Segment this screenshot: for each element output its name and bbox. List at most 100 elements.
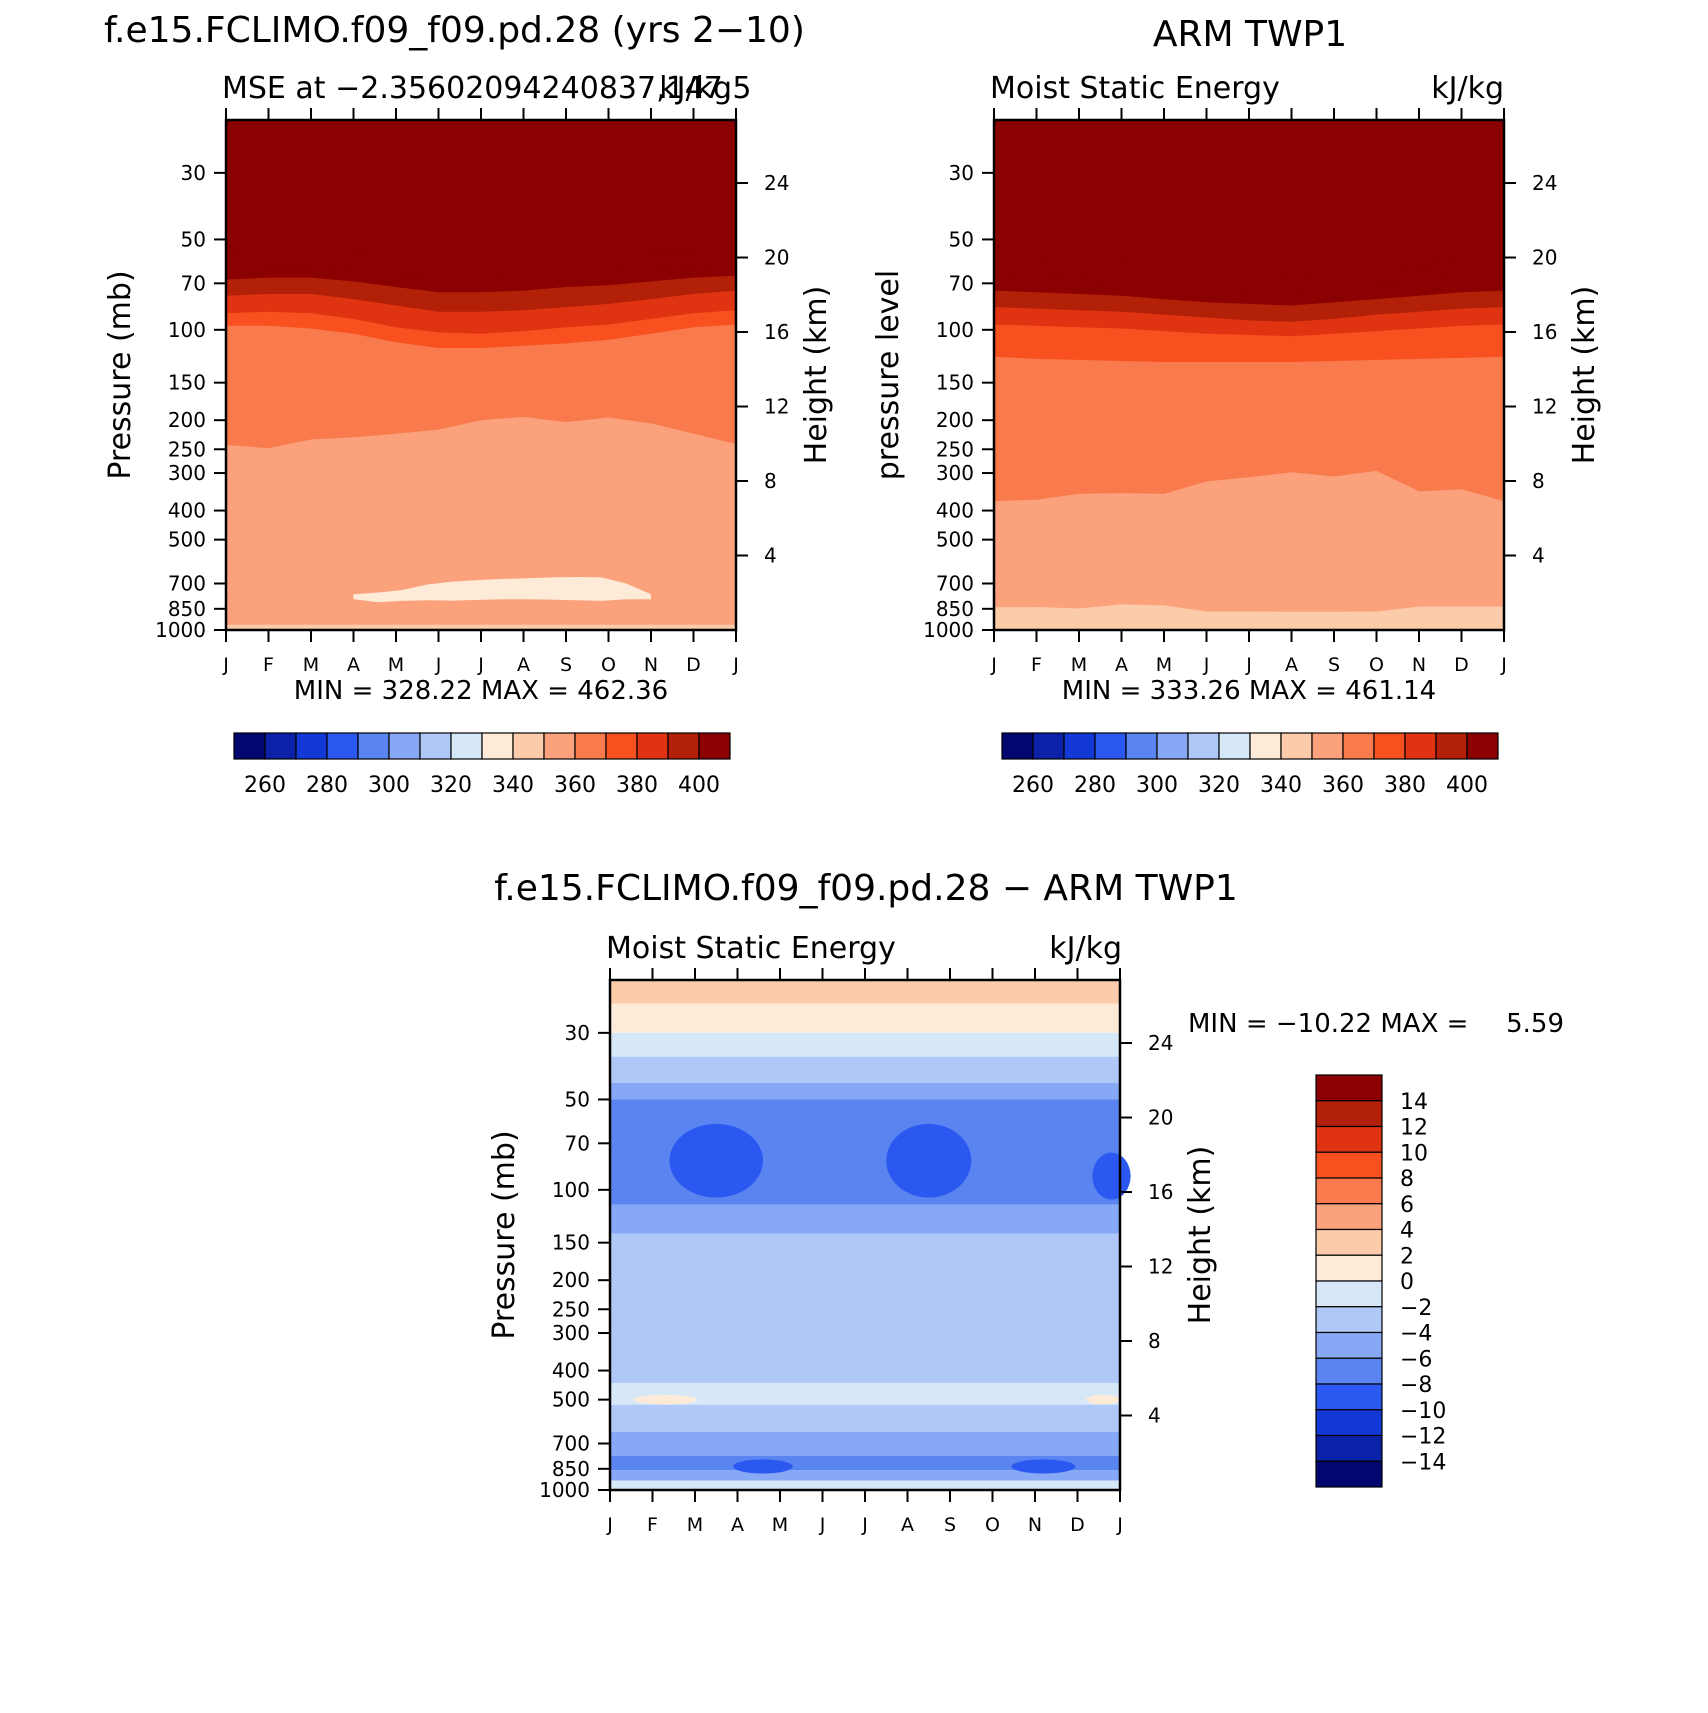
colorbar-swatch xyxy=(357,732,390,760)
month-tick-label: O xyxy=(601,654,616,676)
month-tick-label: J xyxy=(222,654,229,676)
pressure-tick-label: 300 xyxy=(168,461,206,485)
colorbar-swatch xyxy=(543,732,576,760)
panel-model-units: kJ/kg xyxy=(659,71,732,106)
contour-band xyxy=(610,1082,1120,1100)
colorbar-label: −2 xyxy=(1400,1296,1432,1321)
colorbar-swatch xyxy=(1342,732,1375,760)
colorbar-swatch xyxy=(450,732,483,760)
month-tick-label: A xyxy=(517,654,530,676)
colorbar-swatch xyxy=(1373,732,1406,760)
height-tick-label: 20 xyxy=(1532,246,1557,270)
panel-model-subtitle: MSE at −2.35602094240837,147.5 xyxy=(222,71,752,106)
colorbar-label: 380 xyxy=(616,773,658,798)
contour-band xyxy=(610,1003,1120,1033)
colorbar-label: 280 xyxy=(306,773,348,798)
contour-blob xyxy=(886,1123,972,1198)
colorbar-swatch xyxy=(512,732,545,760)
colorbar-label: −14 xyxy=(1400,1450,1446,1475)
colorbar-swatch xyxy=(667,732,700,760)
month-tick-label: N xyxy=(1028,1514,1042,1536)
colorbar-swatch xyxy=(388,732,421,760)
contour-blob xyxy=(633,1394,698,1405)
pressure-tick-label: 1000 xyxy=(155,618,206,642)
pressure-tick-label: 100 xyxy=(936,318,974,342)
pressure-tick-label: 500 xyxy=(936,528,974,552)
panel-obs-contours xyxy=(994,120,1504,630)
pressure-tick-label: 50 xyxy=(565,1087,590,1111)
panel-obs: ARM TWP1 Moist Static Energy kJ/kg 30 50 7… xyxy=(871,14,1602,798)
colorbar-swatch xyxy=(1315,1254,1383,1282)
colorbar-label: 380 xyxy=(1384,773,1426,798)
pressure-tick-label: 70 xyxy=(565,1131,590,1155)
colorbar-label: 300 xyxy=(1136,773,1178,798)
colorbar-swatch xyxy=(1311,732,1344,760)
contour-blob xyxy=(1011,1459,1076,1474)
contour-band xyxy=(610,1470,1120,1481)
colorbar-swatch xyxy=(1063,732,1096,760)
contour-band xyxy=(610,1382,1120,1405)
panel-model-title: f.e15.FCLIMO.f09_f09.pd.28 (yrs 2−10) xyxy=(104,10,805,51)
colorbar-swatch xyxy=(1187,732,1220,760)
pressure-tick-label: 100 xyxy=(552,1178,590,1202)
height-tick-label: 4 xyxy=(1148,1404,1161,1428)
colorbar-swatch xyxy=(1032,732,1065,760)
month-tick-label: M xyxy=(388,654,404,676)
panel-diff-stats-value: 5.59 xyxy=(1506,1009,1564,1039)
colorbar-swatch xyxy=(326,732,359,760)
month-tick-label: J xyxy=(1245,654,1252,676)
pressure-tick-label: 500 xyxy=(168,528,206,552)
colorbar-swatch xyxy=(605,732,638,760)
panel-obs-colorbar: 260 280 300 320 340 360 380 400 xyxy=(1001,732,1499,798)
colorbar-label: 400 xyxy=(1446,773,1488,798)
contour-band xyxy=(226,120,736,259)
colorbar-label: 280 xyxy=(1074,773,1116,798)
month-tick-label: J xyxy=(990,654,997,676)
colorbar-swatch xyxy=(1315,1203,1383,1231)
colorbar-swatch xyxy=(1315,1228,1383,1256)
colorbar-swatch xyxy=(1315,1357,1383,1385)
height-tick-label: 20 xyxy=(1148,1106,1173,1130)
colorbar-swatch xyxy=(264,732,297,760)
month-tick-label: A xyxy=(347,654,360,676)
month-tick-label: O xyxy=(985,1514,1000,1536)
colorbar-swatch xyxy=(1280,732,1313,760)
pressure-tick-label: 1000 xyxy=(539,1478,590,1502)
contour-band xyxy=(610,1404,1120,1432)
contour-band xyxy=(610,1480,1120,1490)
pressure-tick-label: 700 xyxy=(552,1432,590,1456)
colorbar-label: −12 xyxy=(1400,1425,1446,1450)
contour-band xyxy=(610,1233,1120,1383)
month-tick-label: M xyxy=(772,1514,788,1536)
month-tick-label: J xyxy=(732,654,739,676)
panel-model-contours xyxy=(226,120,736,630)
colorbar-swatch xyxy=(1315,1434,1383,1462)
pressure-tick-label: 70 xyxy=(181,271,206,295)
contour-blob xyxy=(733,1459,793,1474)
pressure-tick-label: 30 xyxy=(949,161,974,185)
pressure-tick-label: 200 xyxy=(552,1268,590,1292)
colorbar-label: 10 xyxy=(1400,1141,1428,1166)
panel-diff-contours xyxy=(610,980,1131,1490)
pressure-tick-label: 850 xyxy=(936,597,974,621)
month-tick-label: J xyxy=(1116,1514,1123,1536)
colorbar-swatch xyxy=(1249,732,1282,760)
colorbar-label: 14 xyxy=(1400,1090,1428,1115)
colorbar-label: 4 xyxy=(1400,1219,1414,1244)
pressure-tick-label: 1000 xyxy=(923,618,974,642)
colorbar-swatch xyxy=(1315,1151,1383,1179)
height-tick-label: 8 xyxy=(1532,469,1545,493)
pressure-tick-label: 70 xyxy=(949,271,974,295)
colorbar-label: 260 xyxy=(244,773,286,798)
colorbar-swatch xyxy=(1315,1177,1383,1205)
colorbar-label: 400 xyxy=(678,773,720,798)
colorbar-label: 260 xyxy=(1012,773,1054,798)
panel-obs-ylabel: pressure level xyxy=(871,270,906,480)
colorbar-label: −4 xyxy=(1400,1322,1432,1347)
pressure-tick-label: 200 xyxy=(936,408,974,432)
colorbar-swatch xyxy=(481,732,514,760)
